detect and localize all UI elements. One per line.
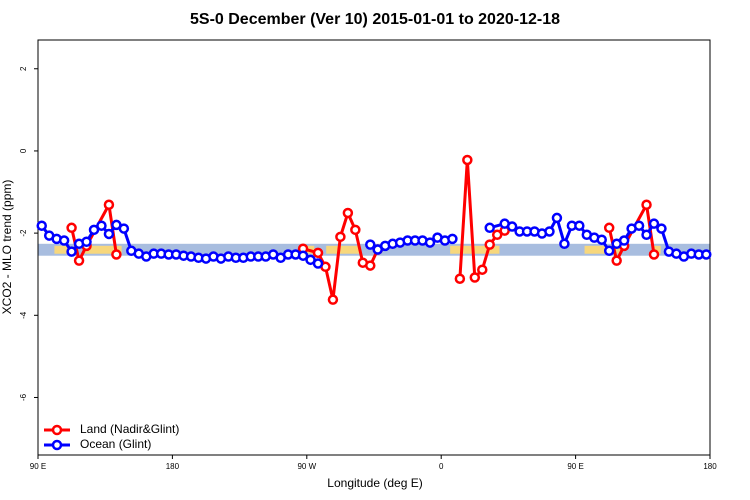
point bbox=[365, 239, 376, 250]
land-span bbox=[84, 245, 122, 254]
x-tick-label: 0 bbox=[439, 462, 444, 471]
point bbox=[462, 154, 473, 166]
point bbox=[81, 236, 92, 247]
point bbox=[633, 220, 645, 231]
y-tick-label: -4 bbox=[19, 311, 28, 319]
point bbox=[447, 233, 458, 245]
point bbox=[641, 199, 652, 211]
point bbox=[66, 222, 77, 234]
point bbox=[544, 226, 555, 237]
point bbox=[111, 249, 122, 260]
x-tick-label: 90 E bbox=[567, 462, 583, 471]
point bbox=[596, 234, 607, 245]
point bbox=[118, 223, 130, 234]
plot-frame bbox=[37, 39, 711, 456]
point bbox=[350, 224, 361, 236]
land-span bbox=[653, 245, 661, 254]
point bbox=[484, 239, 495, 250]
point bbox=[58, 235, 70, 246]
point bbox=[603, 222, 615, 234]
legend-label: Ocean (Glint) bbox=[80, 437, 151, 451]
x-tick-label: 90 E bbox=[30, 462, 46, 471]
point bbox=[701, 249, 712, 260]
y-axis-label: XCO2 - MLO trend (ppm) bbox=[0, 180, 14, 315]
point bbox=[648, 249, 660, 260]
point bbox=[454, 273, 466, 284]
point bbox=[618, 235, 630, 246]
legend-label: Land (Nadir&Glint) bbox=[80, 422, 179, 436]
y-tick-label: 0 bbox=[19, 148, 28, 153]
point bbox=[574, 220, 585, 231]
x-tick-label: 180 bbox=[166, 462, 180, 471]
point bbox=[36, 220, 47, 231]
point bbox=[477, 264, 488, 275]
point bbox=[297, 250, 309, 261]
point bbox=[491, 229, 503, 241]
y-tick-label: 2 bbox=[19, 66, 28, 71]
point bbox=[611, 255, 622, 266]
point bbox=[424, 237, 436, 248]
land-span bbox=[326, 245, 360, 254]
point bbox=[656, 223, 667, 234]
point bbox=[88, 224, 100, 236]
point bbox=[551, 212, 563, 224]
point bbox=[335, 231, 346, 243]
land-span bbox=[54, 245, 68, 254]
x-axis-label: Longitude (deg E) bbox=[327, 476, 422, 490]
point bbox=[327, 294, 339, 305]
point bbox=[641, 229, 652, 241]
point bbox=[469, 272, 481, 283]
point bbox=[506, 221, 518, 232]
land-span bbox=[450, 245, 500, 254]
point bbox=[603, 245, 615, 257]
series-line bbox=[458, 158, 506, 279]
point bbox=[342, 207, 354, 219]
point bbox=[312, 258, 324, 269]
point bbox=[66, 246, 77, 257]
y-tick-label: -6 bbox=[19, 393, 28, 401]
x-tick-label: 180 bbox=[703, 462, 717, 471]
point bbox=[103, 199, 115, 211]
land-span bbox=[584, 245, 622, 254]
point bbox=[484, 222, 495, 234]
y-tick-label: -2 bbox=[19, 229, 28, 237]
x-tick-label: 90 W bbox=[297, 462, 316, 471]
point bbox=[73, 255, 85, 266]
point bbox=[648, 218, 660, 229]
legend-marker bbox=[51, 424, 63, 436]
legend-marker bbox=[51, 439, 63, 451]
point bbox=[559, 238, 570, 250]
point bbox=[312, 247, 324, 259]
chart-title: 5S-0 December (Ver 10) 2015-01-01 to 202… bbox=[190, 11, 560, 28]
point bbox=[96, 220, 107, 231]
point bbox=[103, 228, 115, 240]
point bbox=[365, 260, 376, 271]
